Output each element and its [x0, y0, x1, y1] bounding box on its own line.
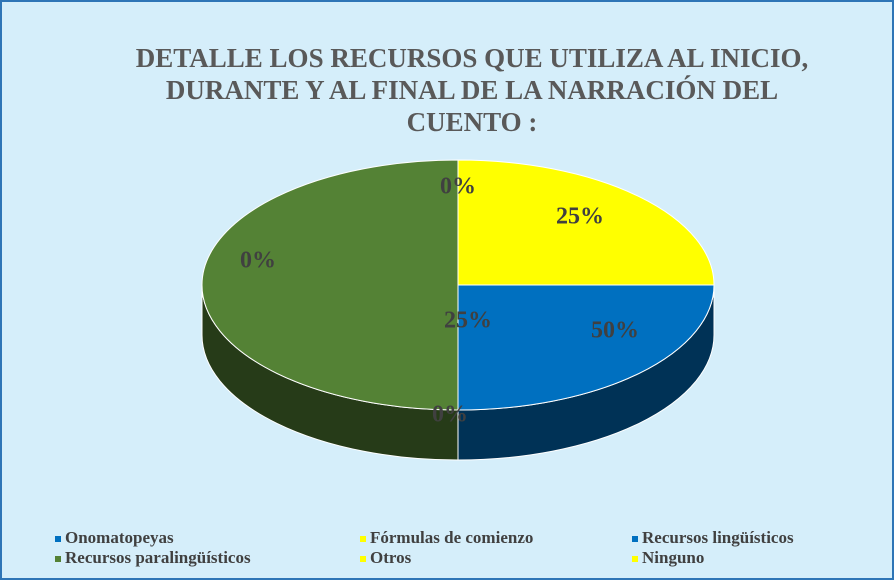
legend-swatch: [632, 556, 638, 562]
legend-label: Recursos paralingüísticos: [65, 548, 251, 567]
legend-label: Otros: [370, 548, 412, 567]
legend-swatch: [632, 536, 638, 542]
chart-title: DETALLE LOS RECURSOS QUE UTILIZA AL INIC…: [135, 43, 809, 137]
legend-swatch: [55, 536, 61, 542]
data-label: 25%: [556, 204, 604, 230]
legend-label: Ninguno: [642, 548, 704, 567]
data-label: 50%: [591, 318, 639, 344]
legend-label: Recursos lingüísticos: [642, 528, 794, 547]
data-label: 0%: [440, 174, 476, 200]
legend-swatch: [360, 556, 366, 562]
legend-swatch: [55, 556, 61, 562]
slice: [201, 159, 459, 411]
legend-label: Fórmulas de comienzo: [370, 528, 533, 547]
legend-swatch: [360, 536, 366, 542]
data-label: 0%: [432, 402, 468, 428]
slice: [457, 159, 715, 286]
data-label: 0%: [240, 248, 276, 274]
slice: [457, 284, 715, 411]
legend-label: Onomatopeyas: [65, 528, 174, 547]
data-label: 25%: [444, 308, 492, 334]
